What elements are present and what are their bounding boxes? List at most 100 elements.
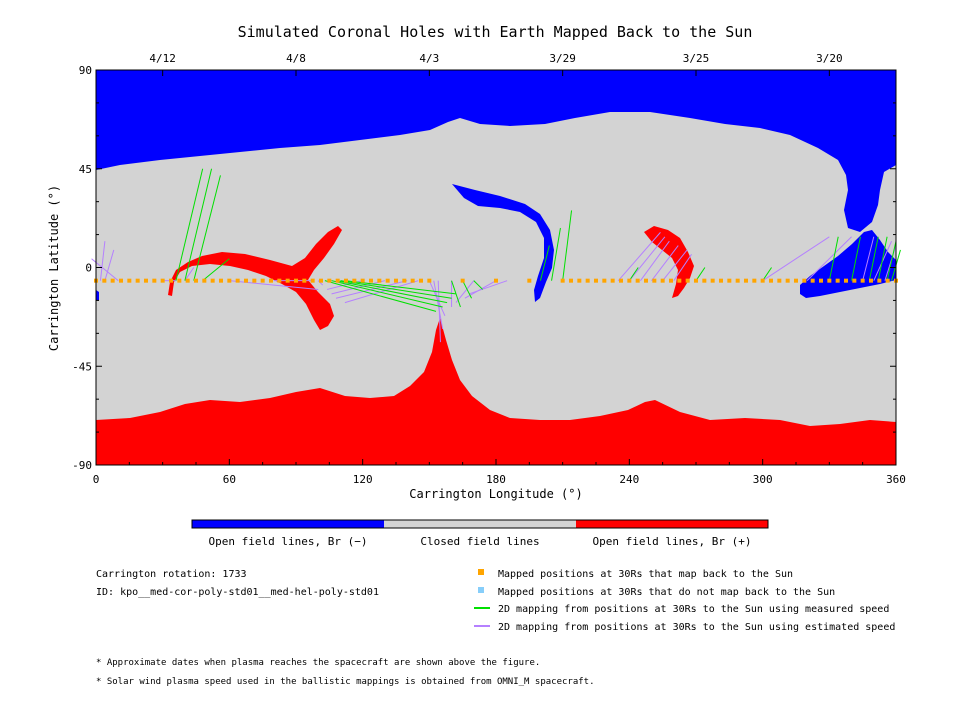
mapped-position	[769, 278, 773, 283]
mapped-position	[294, 278, 298, 283]
mapped-position	[419, 278, 423, 283]
estimated-mapping-line	[617, 232, 661, 281]
mapped-position	[244, 278, 248, 283]
estimated-mapping-line	[437, 280, 441, 343]
estimated-mapping-line	[99, 241, 106, 281]
top-date-label-5: 3/20	[816, 52, 843, 65]
note-dates: * Approximate dates when plasma reaches …	[96, 658, 540, 668]
mapped-position	[560, 278, 565, 283]
mapped-position	[260, 278, 265, 283]
top-date-axis: 4/12 4/8 4/3 3/29 3/25 3/20	[149, 52, 843, 76]
mapped-position	[235, 278, 240, 283]
colorbar-frame	[191, 519, 769, 529]
estimated-mapping-line	[628, 236, 666, 281]
negative-arm-180	[452, 184, 554, 302]
mapped-position	[569, 278, 573, 283]
colorbar-closed	[384, 520, 576, 528]
mapped-position	[877, 278, 882, 283]
measured-mapping-line	[462, 280, 473, 299]
x-tick-label-2: 120	[353, 473, 373, 486]
mapped-position	[860, 278, 865, 283]
mapped-position	[760, 278, 765, 283]
mapped-position	[210, 278, 215, 283]
measured-mapping-line	[762, 267, 772, 281]
measured-mapping-line	[324, 280, 437, 312]
x-tick-label-6: 360	[886, 473, 906, 486]
mapped-position	[852, 278, 857, 283]
estimated-mapping-line	[662, 249, 688, 281]
mapping-lines	[91, 168, 901, 343]
measured-mapping-line	[184, 168, 213, 281]
measured-mapping-line	[562, 210, 573, 281]
mapped-position	[119, 278, 123, 283]
mapped-position	[702, 278, 707, 283]
estimated-mapping-line	[433, 280, 444, 330]
mapped-position	[277, 278, 282, 283]
legend-label-mapped: Mapped positions at 30Rs that map back t…	[498, 569, 793, 580]
mapped-position	[169, 278, 173, 283]
mapped-position	[660, 278, 665, 283]
positive-feature-100	[168, 226, 342, 330]
mapped-position	[810, 278, 815, 283]
y-axis-label: Carrington Latitude (°)	[47, 185, 61, 351]
mapped-position	[377, 278, 382, 283]
legend-swatch-unmapped	[478, 587, 484, 593]
mapped-position	[402, 278, 407, 283]
legend-label-unmapped: Mapped positions at 30Rs that do not map…	[498, 587, 835, 598]
legend: Mapped positions at 30Rs that map back t…	[474, 569, 895, 633]
mapped-position	[752, 278, 757, 283]
mapped-position	[635, 278, 640, 283]
estimated-mapping-line	[762, 236, 830, 282]
mapped-position	[160, 278, 165, 283]
estimated-mapping-line	[335, 280, 408, 299]
x-tick-label-4: 240	[619, 473, 639, 486]
mapped-position	[735, 278, 740, 283]
mapped-position	[644, 278, 648, 283]
mapped-position	[669, 278, 673, 283]
mapped-position	[344, 278, 348, 283]
estimated-mapping-line	[806, 236, 852, 282]
legend-label-estimated: 2D mapping from positions at 30Rs to the…	[498, 622, 895, 633]
mapped-position	[460, 278, 465, 283]
mapped-position	[302, 278, 307, 283]
x-axis-label: Carrington Longitude (°)	[409, 487, 582, 501]
mapped-position	[219, 278, 223, 283]
mapped-position	[252, 278, 257, 283]
measured-mapping-line	[628, 267, 639, 281]
estimated-mapping-line	[184, 267, 195, 281]
note-speed: * Solar wind plasma speed used in the ba…	[96, 677, 595, 687]
measured-mapping-line	[451, 280, 461, 308]
mapped-position	[594, 278, 598, 283]
estimated-mapping-line	[317, 280, 324, 286]
measured-mapping-line	[539, 245, 550, 281]
mapped-position	[827, 278, 832, 283]
estimated-mapping-line	[640, 240, 670, 281]
mapped-position	[310, 278, 315, 283]
mapped-position	[135, 278, 140, 283]
negative-edge-0	[96, 290, 99, 300]
mapped-position	[494, 278, 498, 283]
mapped-position	[127, 278, 132, 283]
colorbar-label-negative: Open field lines, Br (−)	[209, 535, 368, 548]
legend-label-measured: 2D mapping from positions at 30Rs to the…	[498, 604, 889, 615]
positive-feature-260	[644, 226, 694, 298]
mapped-position	[152, 278, 157, 283]
mapped-position	[785, 278, 790, 283]
north-polar-hole	[96, 70, 896, 232]
mapped-position	[627, 278, 632, 283]
mapped-position	[227, 278, 232, 283]
carrington-rotation: Carrington rotation: 1733	[96, 569, 247, 580]
measured-mapping-line	[340, 280, 452, 299]
colorbar-positive	[576, 520, 768, 528]
measured-mapping-line	[551, 227, 561, 281]
mapped-position	[194, 278, 198, 283]
mapped-position	[577, 278, 582, 283]
mapped-position	[102, 278, 107, 283]
plot-area	[91, 69, 901, 466]
top-date-label-0: 4/12	[149, 52, 176, 65]
estimated-mapping-line	[862, 236, 875, 281]
colorbar-negative	[192, 520, 384, 528]
mapped-position	[694, 278, 698, 283]
measured-mapping-line	[828, 236, 839, 281]
